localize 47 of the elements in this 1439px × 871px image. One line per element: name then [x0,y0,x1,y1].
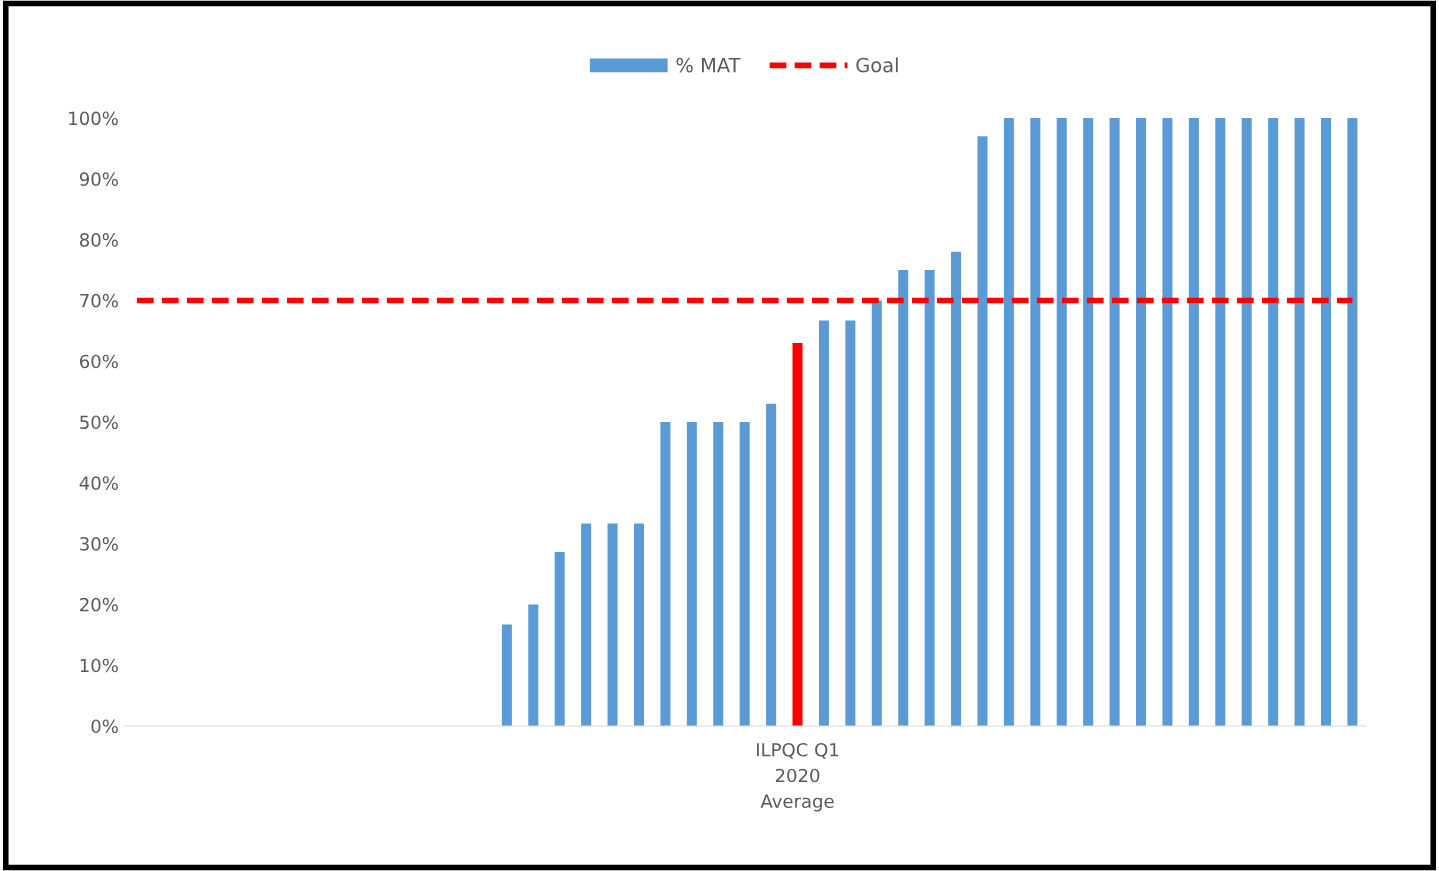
y-tick-label: 30% [80,537,118,551]
bar [1030,118,1041,726]
bar [898,270,909,726]
bar [1109,118,1120,726]
bar [528,604,539,726]
bar [686,422,697,726]
y-tick-label: 90% [79,172,118,186]
bar [766,403,777,726]
bar [739,422,750,726]
y-tick-label: 50% [80,415,118,430]
y-tick-label: 60% [80,354,118,369]
y-tick-label: 0% [91,719,118,734]
y-tick-label: 10% [80,658,118,673]
bar [581,523,592,726]
bar [1003,118,1014,726]
bar [660,422,671,726]
bar [1347,118,1358,726]
bar [792,342,803,726]
bar [818,320,829,726]
bar [845,320,856,726]
bar [713,422,724,726]
bar [1056,118,1067,726]
bar [1320,118,1331,726]
legend-label: % MAT [676,57,741,73]
bar [1241,118,1252,726]
bar [1294,118,1305,726]
bar [951,251,962,726]
bar [1268,118,1279,726]
bar [871,300,882,726]
x-tick-label: ILPQC Q1 2020 Average [757,742,839,812]
bar [1136,118,1147,726]
bar [554,552,565,726]
legend-label: Goal [856,57,898,73]
bar [633,523,645,726]
y-tick-label: 70% [80,293,118,308]
bar [977,136,988,726]
bar [1162,118,1173,726]
bar [1215,118,1226,726]
bar [501,624,512,726]
y-tick-label: 20% [80,597,118,612]
bar [1188,118,1199,726]
y-tick-label: 80% [79,233,118,247]
bar [924,270,935,726]
y-tick-label: 40% [79,476,118,490]
bar [1083,118,1094,726]
bar [607,523,618,726]
y-tick-label: 100% [69,111,118,126]
